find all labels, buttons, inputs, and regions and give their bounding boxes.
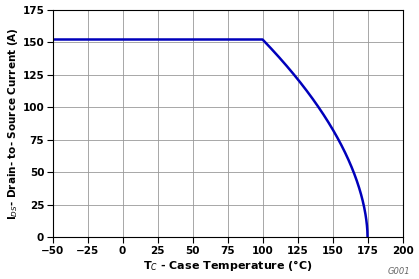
X-axis label: T$_C$ - Case Temperature (°C): T$_C$ - Case Temperature (°C) xyxy=(142,258,313,273)
Y-axis label: I$_{DS}$- Drain- to- Source Current (A): I$_{DS}$- Drain- to- Source Current (A) xyxy=(5,27,20,220)
Text: G001: G001 xyxy=(388,267,411,276)
